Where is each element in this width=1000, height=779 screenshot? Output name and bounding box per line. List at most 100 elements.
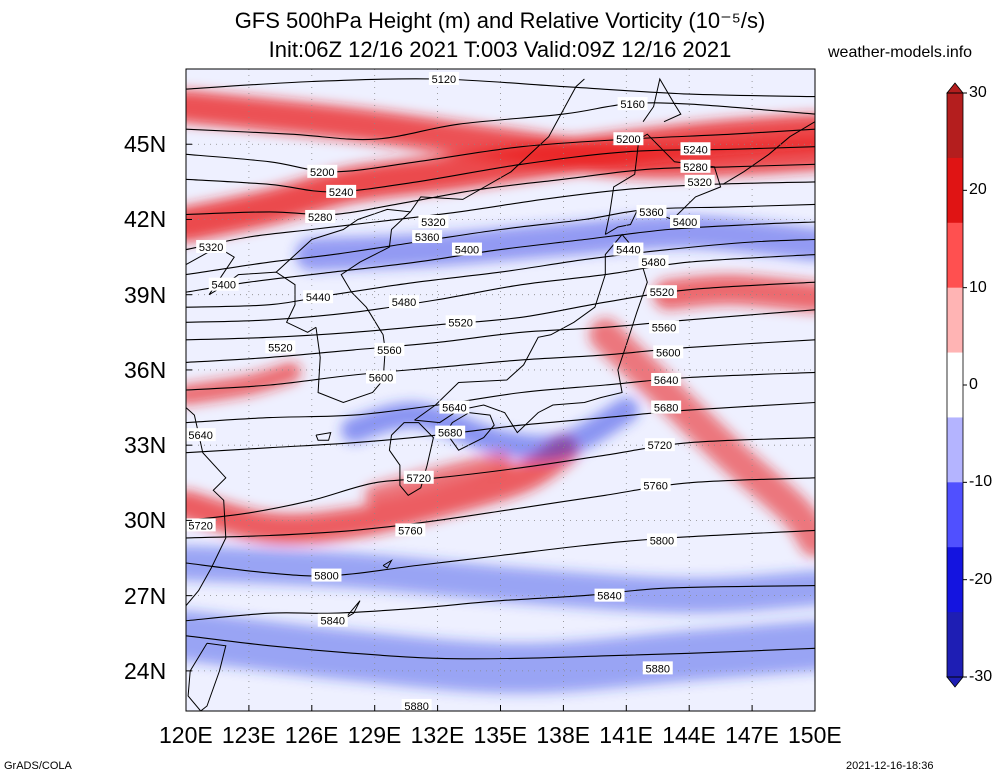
contour-line-5720 <box>186 437 815 521</box>
contour-line-5160 <box>186 102 815 141</box>
colorbar-label: 10 <box>969 278 987 296</box>
contour-label: 5840 <box>597 591 621 603</box>
coastline-manchuria-border <box>275 78 585 273</box>
contour-label: 5880 <box>646 663 670 675</box>
contour-label-bg <box>613 132 644 146</box>
coastline-ryukyu <box>344 600 361 619</box>
contour-line-5680 <box>186 401 815 454</box>
coastline-taiwan <box>187 642 227 711</box>
contour-label-bg <box>305 209 336 223</box>
coastline-amami <box>382 559 393 569</box>
contour-label: 5520 <box>448 317 472 329</box>
vorticity-band-8 <box>186 610 815 694</box>
contour-line-5520 <box>186 281 815 341</box>
contour-label-bg <box>594 588 625 602</box>
coastline-jeju <box>315 431 332 441</box>
contour-line-5840 <box>186 585 815 622</box>
vorticity-band-6 <box>589 318 815 557</box>
vorticity-band-3 <box>295 215 815 271</box>
colorbar-label: 0 <box>969 376 978 393</box>
contour-label: 5280 <box>308 212 332 224</box>
contour-label-bg <box>418 214 449 228</box>
contour-label: 5200 <box>310 167 334 179</box>
colorbar-top-arrow <box>946 82 964 94</box>
longitude-label: 147E <box>725 722 779 748</box>
longitude-label: 144E <box>662 722 716 748</box>
contour-label: 5760 <box>398 525 422 537</box>
contour-label-bg <box>374 342 405 356</box>
contour-label: 5560 <box>652 322 676 334</box>
vorticity-band-4 <box>653 274 815 313</box>
contour-line-5600 <box>186 339 815 391</box>
longitude-label: 141E <box>599 722 654 748</box>
colorbar-segment <box>947 157 963 224</box>
colorbar-segment <box>947 93 963 159</box>
contour-label-bg <box>642 661 673 675</box>
contour-label-bg <box>680 142 711 156</box>
latitude-label: 27N <box>124 582 167 609</box>
longitude-label: 120E <box>159 722 213 748</box>
contour-label: 5880 <box>404 701 428 713</box>
colorbar-label: -10 <box>969 473 993 491</box>
contour-label-bg <box>311 568 342 582</box>
contour-label-bg <box>196 240 227 254</box>
contour-line-5200 <box>186 128 815 173</box>
colorbar-label: 20 <box>969 181 987 199</box>
contour-label-bg <box>644 438 675 452</box>
contour-line-5480 <box>186 254 815 323</box>
contour-label-bg <box>646 533 677 547</box>
longitude-label: 150E <box>788 722 842 748</box>
vorticity-band-5 <box>186 435 579 544</box>
colorbar <box>946 82 967 688</box>
contour-label: 5400 <box>673 217 697 229</box>
contour-label: 5600 <box>369 372 393 384</box>
latitude-label: 39N <box>124 281 167 308</box>
map-plot-area: 5120 5160 5200 5200 5240 5240 5280 5280 5320 5320… <box>186 69 815 713</box>
render-timestamp: 2021-12-16-18:36 <box>846 760 934 772</box>
contour-label-bg <box>428 72 459 86</box>
contour-label: 5480 <box>392 297 416 309</box>
contour-label: 5640 <box>442 403 466 415</box>
contour-label-bg <box>651 400 682 414</box>
contour-label-bg <box>653 345 684 359</box>
contour-label-bg <box>395 523 426 537</box>
contour-label-bg <box>435 425 466 439</box>
contour-label: 5720 <box>406 473 430 485</box>
colorbar-segment <box>947 612 963 678</box>
coastline-kyushu <box>388 422 434 496</box>
longitude-label: 126E <box>284 722 339 748</box>
vorticity-band-7 <box>186 545 815 614</box>
contour-label-bg <box>613 242 644 256</box>
contour-label-bg <box>451 242 482 256</box>
contour-label-bg <box>684 174 715 188</box>
coastline-korea <box>315 211 411 404</box>
contour-line-5760 <box>186 477 815 539</box>
contour-label: 5720 <box>188 520 212 532</box>
contour-line-5560 <box>186 309 815 363</box>
contour-label: 5400 <box>211 280 235 292</box>
latitude-label: 45N <box>124 131 167 158</box>
vorticity-band-10 <box>186 362 301 406</box>
colorbar-segment <box>947 287 963 354</box>
coastline-china-coast <box>186 246 317 333</box>
contour-line-5280 <box>186 163 815 216</box>
contour-label: 5640 <box>654 375 678 387</box>
contour-label-bg <box>389 295 420 309</box>
contour-label-bg <box>265 340 296 354</box>
contour-line-5640 <box>186 371 815 424</box>
contour-label: 5520 <box>268 342 292 354</box>
colorbar-label: -30 <box>969 668 993 685</box>
contour-label: 5120 <box>432 74 456 86</box>
contour-label-bg <box>401 698 432 711</box>
colorbar-segment <box>947 482 963 548</box>
software-credit: GrADS/COLA <box>4 760 72 772</box>
contour-label: 5440 <box>306 292 330 304</box>
contour-label: 5720 <box>648 440 672 452</box>
contour-label-bg <box>670 214 701 228</box>
contour-label-bg <box>649 320 680 334</box>
contour-label: 5320 <box>421 217 445 229</box>
contour-label-bg <box>412 230 443 244</box>
longitude-label: 132E <box>410 722 465 748</box>
chart-title-line-1: GFS 500hPa Height (m) and Relative Vorti… <box>234 8 766 33</box>
